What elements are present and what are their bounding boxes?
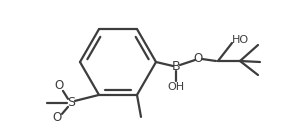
Text: O: O: [52, 111, 62, 124]
Text: O: O: [193, 53, 203, 65]
Text: HO: HO: [231, 35, 249, 45]
Text: OH: OH: [168, 82, 185, 92]
Text: O: O: [54, 79, 64, 92]
Text: S: S: [67, 96, 75, 109]
Text: B: B: [172, 60, 180, 74]
